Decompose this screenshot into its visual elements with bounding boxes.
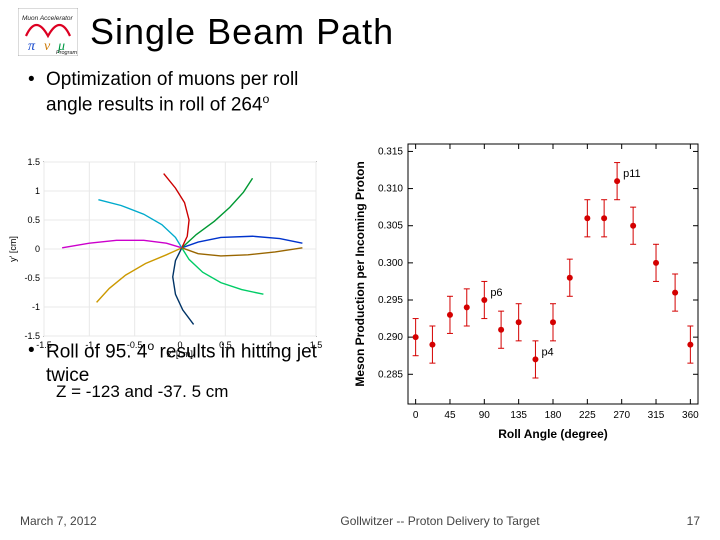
svg-text:0: 0: [35, 244, 40, 254]
svg-text:360: 360: [682, 410, 699, 421]
svg-text:45: 45: [444, 410, 456, 421]
footer-date: March 7, 2012: [20, 514, 220, 528]
svg-text:-0.5: -0.5: [127, 340, 143, 350]
svg-text:Meson Production per Incoming: Meson Production per Incoming Proton: [353, 161, 367, 386]
fan-chart: -1.5-1-0.500.511.5-1.5-1-0.500.511.5x' […: [6, 154, 326, 360]
svg-text:0.5: 0.5: [27, 215, 40, 225]
page-title: Single Beam Path: [90, 11, 394, 53]
bullet-1-sup: o: [263, 92, 270, 106]
svg-text:Muon Accelerator: Muon Accelerator: [22, 15, 74, 22]
svg-text:π: π: [28, 39, 36, 54]
svg-text:p6: p6: [490, 287, 502, 299]
bullet-1: Optimization of muons per roll angle res…: [24, 68, 334, 117]
svg-text:-1: -1: [32, 302, 40, 312]
svg-text:0.315: 0.315: [378, 146, 403, 157]
svg-text:-0.5: -0.5: [24, 273, 40, 283]
svg-text:0.305: 0.305: [378, 221, 403, 232]
svg-text:-1.5: -1.5: [36, 340, 52, 350]
svg-text:0.5: 0.5: [219, 340, 232, 350]
svg-text:x' [cm]: x' [cm]: [167, 349, 193, 359]
svg-text:90: 90: [479, 410, 491, 421]
svg-text:p4: p4: [541, 346, 553, 358]
svg-text:0.310: 0.310: [378, 184, 403, 195]
svg-text:1: 1: [35, 186, 40, 196]
svg-text:225: 225: [579, 410, 596, 421]
svg-text:1: 1: [268, 340, 273, 350]
svg-text:180: 180: [545, 410, 562, 421]
svg-text:1.5: 1.5: [310, 340, 323, 350]
svg-text:1.5: 1.5: [27, 157, 40, 167]
footer: March 7, 2012 Gollwitzer -- Proton Deliv…: [0, 502, 720, 540]
svg-text:y' [cm]: y' [cm]: [8, 236, 18, 262]
svg-text:270: 270: [613, 410, 630, 421]
scatter-chart: 0 45 90 135 180 225 270 315 360 0.285 0.290 0.295 0.…: [350, 134, 710, 444]
svg-text:p11: p11: [623, 168, 641, 180]
bullet-1-text: Optimization of muons per roll angle res…: [46, 69, 298, 115]
svg-text:0.300: 0.300: [378, 258, 403, 269]
svg-text:0.290: 0.290: [378, 332, 403, 343]
svg-text:Program: Program: [56, 50, 78, 56]
svg-text:315: 315: [648, 410, 665, 421]
svg-text:0.295: 0.295: [378, 295, 403, 306]
svg-text:135: 135: [510, 410, 527, 421]
svg-text:Roll Angle (degree): Roll Angle (degree): [498, 427, 608, 441]
footer-page: 17: [660, 514, 700, 528]
svg-text:-1: -1: [85, 340, 93, 350]
svg-text:ν: ν: [44, 39, 51, 54]
logo: π ν μ Muon Accelerator Program: [18, 8, 78, 56]
svg-text:0.285: 0.285: [378, 369, 403, 380]
svg-text:-1.5: -1.5: [24, 331, 40, 341]
footer-mid: Gollwitzer -- Proton Delivery to Target: [220, 514, 660, 528]
z-caption: Z = -123 and -37. 5 cm: [56, 382, 228, 402]
svg-text:0: 0: [413, 410, 419, 421]
